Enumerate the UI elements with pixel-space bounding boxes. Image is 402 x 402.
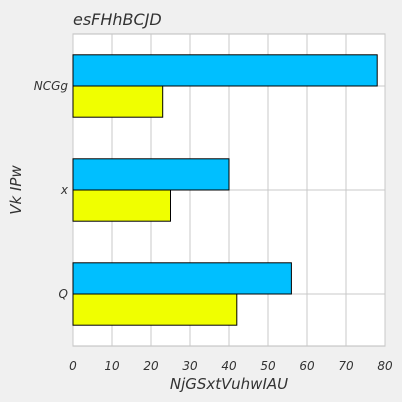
y-axis-label: Vk IPw <box>7 165 25 215</box>
x-tick-label: 50 <box>260 359 276 373</box>
bars <box>72 54 378 326</box>
bar-Q-series-2 <box>72 262 292 295</box>
y-tick-label: Q <box>59 287 68 301</box>
bar-NCGg-series-2 <box>72 54 378 87</box>
bar-x-series-1 <box>72 189 171 222</box>
bar-Q-series-1 <box>72 293 238 326</box>
x-tick-label: 60 <box>299 359 315 373</box>
bar-x-series-2 <box>72 158 230 191</box>
x-tick-label: 10 <box>104 359 120 373</box>
bar-NCGg-series-1 <box>72 85 164 118</box>
y-tick-label: x <box>60 183 69 197</box>
x-tick-label: 40 <box>221 359 237 373</box>
x-tick-labels: 0 10 20 30 40 50 60 70 80 <box>69 359 393 373</box>
x-tick-label: 70 <box>338 359 354 373</box>
x-tick-label: 0 <box>69 359 77 373</box>
x-tick-label: 20 <box>143 359 159 373</box>
y-tick-labels: Qx NCGg <box>34 79 69 301</box>
x-axis-label: NjGSxtVuhwIAU <box>170 375 288 393</box>
chart-title: esFHhBCJD <box>73 10 162 29</box>
x-tick-label: 80 <box>377 359 393 373</box>
y-tick-label: NCGg <box>34 79 69 93</box>
x-tick-label: 30 <box>182 359 198 373</box>
